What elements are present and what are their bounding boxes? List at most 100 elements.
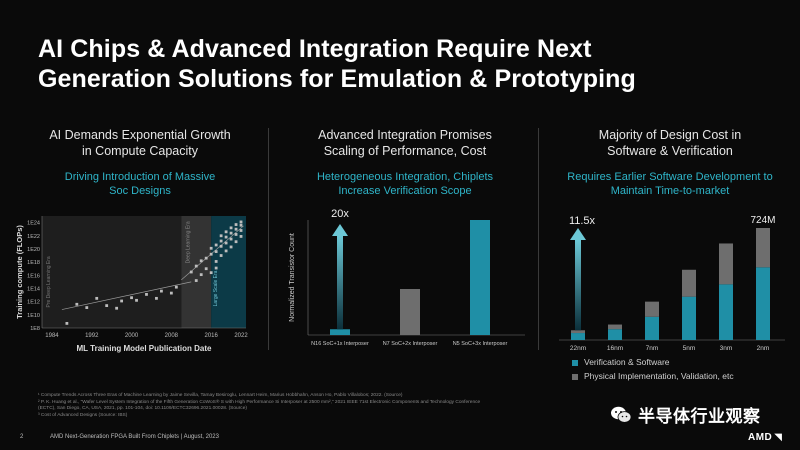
data-point xyxy=(224,235,228,239)
middle-heading-line-1: Advanced Integration Promises xyxy=(318,128,492,142)
data-point xyxy=(204,256,208,260)
era-label-large-scale: Large Scale Era xyxy=(213,270,219,306)
x-tick-label: 2016 xyxy=(204,333,218,339)
growth-annotation: 11.5x xyxy=(569,215,596,227)
slide-title-line-2: Generation Solutions for Emulation & Pro… xyxy=(38,65,636,93)
data-point xyxy=(209,252,213,256)
top-value-label: 724M xyxy=(750,215,775,226)
bar-physical-22nm xyxy=(571,330,585,334)
category-label: 22nm xyxy=(570,345,586,352)
legend-item-physical: Physical Implementation, Validation, etc xyxy=(572,371,734,381)
data-point xyxy=(189,270,193,274)
data-point xyxy=(214,243,218,247)
slide-title: AI Chips & Advanced Integration Require … xyxy=(38,34,758,94)
legend-swatch-physical xyxy=(572,373,578,380)
data-point xyxy=(229,231,233,235)
data-point xyxy=(115,306,119,310)
wechat-icon xyxy=(611,406,632,423)
data-point xyxy=(85,306,89,309)
data-point xyxy=(145,293,148,296)
data-point xyxy=(135,298,138,302)
large-scale-era-region xyxy=(211,216,246,328)
left-panel-subheading: Driving Introduction of Massive Soc Desi… xyxy=(20,170,260,198)
data-point xyxy=(130,296,133,300)
data-point xyxy=(224,249,228,253)
category-label: 2nm xyxy=(757,345,770,352)
transistor-bar-chart: Normalized Transistor Count N16 SoC+1x In… xyxy=(289,208,525,347)
middle-panel-subheading: Heterogeneous Integration, Chiplets Incr… xyxy=(280,170,530,198)
data-point xyxy=(194,279,198,282)
data-point xyxy=(95,296,99,300)
category-label: N16 SoC+1x Interposer xyxy=(311,341,369,347)
footnotes: ¹ Compute Trends Across Three Eras of Ma… xyxy=(38,393,598,419)
right-sub-line-2: Maintain Time-to-market xyxy=(610,185,730,197)
x-tick-label: 1984 xyxy=(45,333,59,339)
x-tick-label: 2000 xyxy=(125,333,139,339)
data-point xyxy=(234,223,238,226)
data-point xyxy=(204,267,208,271)
design-cost-bar-chart: 22nm 16nm 7nm 5nm 3nm 2nm 724M 11.5x xyxy=(559,215,785,352)
compute-scatter-chart: 1E8 1E10 1E12 1E14 1E16 1E18 1E20 1E22 1E24 1984 1… xyxy=(15,216,248,353)
data-point xyxy=(199,259,203,263)
data-point xyxy=(194,264,198,268)
data-point xyxy=(160,289,163,293)
legend-label-physical: Physical Implementation, Validation, etc xyxy=(584,371,734,381)
middle-sub-line-2: Increase Verification Scope xyxy=(338,185,472,197)
left-panel-heading: AI Demands Exponential Growth in Compute… xyxy=(20,127,260,159)
right-sub-line-1: Requires Earlier Software Development to xyxy=(567,171,773,183)
amd-arrow-icon: ◥ xyxy=(774,432,783,443)
era-label-deep-learning: Deep Learning Era xyxy=(185,221,191,263)
right-heading-line-2: Software & Verification xyxy=(607,144,733,158)
x-tick-label: 2008 xyxy=(165,333,179,339)
data-point xyxy=(239,229,243,232)
y-tick-label: 1E18 xyxy=(27,260,40,266)
category-label: 3nm xyxy=(720,345,733,352)
data-point xyxy=(239,235,243,238)
footnote-3: (ECTC), San Diego, CA, USA, 2021, pp. 10… xyxy=(38,406,247,412)
y-tick-label: 1E8 xyxy=(30,326,40,332)
left-heading-line-2: in Compute Capacity xyxy=(81,144,199,158)
y-axis-label: Training compute (FLOPs) xyxy=(15,225,24,319)
y-tick-label: 1E20 xyxy=(27,247,40,253)
data-point xyxy=(239,223,243,227)
data-point xyxy=(209,246,213,250)
bar-physical-16nm xyxy=(608,324,622,330)
watermark-text: 半导体行业观察 xyxy=(638,407,761,426)
bar-verification-5nm xyxy=(682,296,696,340)
right-panel-heading: Majority of Design Cost in Software & Ve… xyxy=(545,127,795,159)
footnote-1: ¹ Compute Trends Across Three Eras of Ma… xyxy=(38,393,403,398)
category-label: N5 SoC+3x Interposer xyxy=(453,341,508,347)
data-point xyxy=(219,254,223,257)
panel-divider-1 xyxy=(268,128,269,350)
bar-verification-3nm xyxy=(719,284,733,340)
legend-item-verification: Verification & Software xyxy=(572,357,670,367)
pre-deep-learning-era-region xyxy=(42,216,182,328)
data-point xyxy=(224,230,228,234)
category-label: 16nm xyxy=(607,345,623,352)
trend-line-early xyxy=(61,281,192,310)
growth-arrow-shaft xyxy=(337,236,343,330)
legend-label-verification: Verification & Software xyxy=(584,357,670,367)
bar-1 xyxy=(330,329,350,335)
bar-verification-16nm xyxy=(608,329,622,340)
data-point xyxy=(155,296,158,300)
amd-logo-text: AMD xyxy=(748,432,773,443)
bar-verification-7nm xyxy=(645,316,659,340)
data-point xyxy=(239,220,243,224)
wechat-watermark: 半导体行业观察 xyxy=(610,402,761,427)
y-tick-label: 1E22 xyxy=(27,234,40,240)
growth-arrow-head xyxy=(570,228,586,240)
amd-logo: AMD ◥ xyxy=(748,432,782,443)
footnote-4: ³ Cost of Advanced Designs (Source: IBS) xyxy=(38,412,128,418)
data-point xyxy=(234,240,238,244)
y-axis-label: Normalized Transistor Count xyxy=(289,233,296,322)
data-point xyxy=(214,250,218,253)
bar-3 xyxy=(470,220,490,335)
page-number: 2 xyxy=(20,434,24,440)
y-tick-label: 1E16 xyxy=(27,273,40,279)
data-point xyxy=(234,227,238,231)
deep-learning-era-region xyxy=(181,216,212,328)
data-point xyxy=(199,273,203,277)
data-point xyxy=(105,304,109,307)
